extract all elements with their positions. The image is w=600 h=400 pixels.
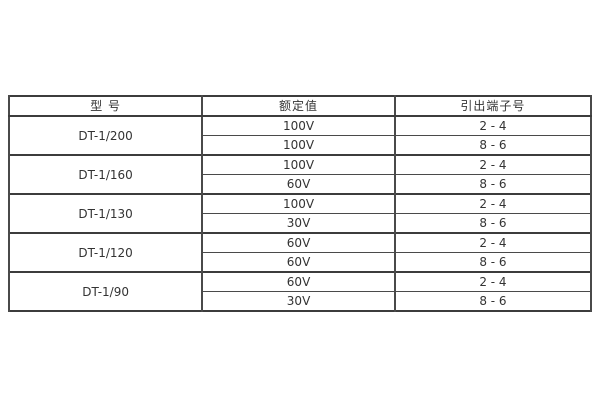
rated-value-cell: 30V [201, 291, 396, 312]
spec-table: 型 号 额定值 引出端子号 DT-1/200 100V 2 - 4 100V 8… [7, 95, 593, 312]
table-row: DT-1/160 100V 2 - 4 [7, 154, 593, 195]
table-row: DT-1/120 60V 2 - 4 [7, 232, 593, 273]
terminal-cell: 8 - 6 [393, 135, 593, 156]
terminal-cell: 8 - 6 [393, 213, 593, 234]
rated-value-cell: 100V [201, 193, 396, 214]
rated-value-cell: 60V [201, 252, 396, 273]
header-cell-rated: 额定值 [201, 95, 396, 117]
terminal-cell: 8 - 6 [393, 291, 593, 312]
model-cell: DT-1/90 [7, 271, 204, 312]
terminal-cell: 2 - 4 [393, 115, 593, 136]
model-cell: DT-1/130 [7, 193, 204, 234]
table-row: 30V 8 - 6 [9, 291, 593, 312]
terminal-cell: 8 - 6 [393, 252, 593, 273]
rated-value-cell: 30V [201, 213, 396, 234]
model-cell: DT-1/200 [7, 115, 204, 156]
rated-value-cell: 100V [201, 154, 396, 175]
table-row: 30V 8 - 6 [9, 213, 593, 234]
terminal-cell: 2 - 4 [393, 271, 593, 292]
rated-value-cell: 60V [201, 271, 396, 292]
header-row: 型 号 额定值 引出端子号 [7, 95, 593, 117]
model-cell: DT-1/120 [7, 232, 204, 273]
terminal-cell: 2 - 4 [393, 154, 593, 175]
terminal-cell: 8 - 6 [393, 174, 593, 195]
header-cell-terminal: 引出端子号 [393, 95, 593, 117]
rated-value-cell: 60V [201, 232, 396, 253]
table-row: DT-1/130 100V 2 - 4 [7, 193, 593, 234]
model-cell: DT-1/160 [7, 154, 204, 195]
table-row: DT-1/200 100V 2 - 4 [7, 115, 593, 156]
terminal-cell: 2 - 4 [393, 232, 593, 253]
terminal-cell: 2 - 4 [393, 193, 593, 214]
rated-value-cell: 60V [201, 174, 396, 195]
header-cell-model: 型 号 [7, 95, 204, 117]
spec-table-container: 型 号 额定值 引出端子号 DT-1/200 100V 2 - 4 100V 8… [7, 95, 593, 312]
rated-value-cell: 100V [201, 135, 396, 156]
table-row: DT-1/90 60V 2 - 4 [7, 271, 593, 312]
rated-value-cell: 100V [201, 115, 396, 136]
